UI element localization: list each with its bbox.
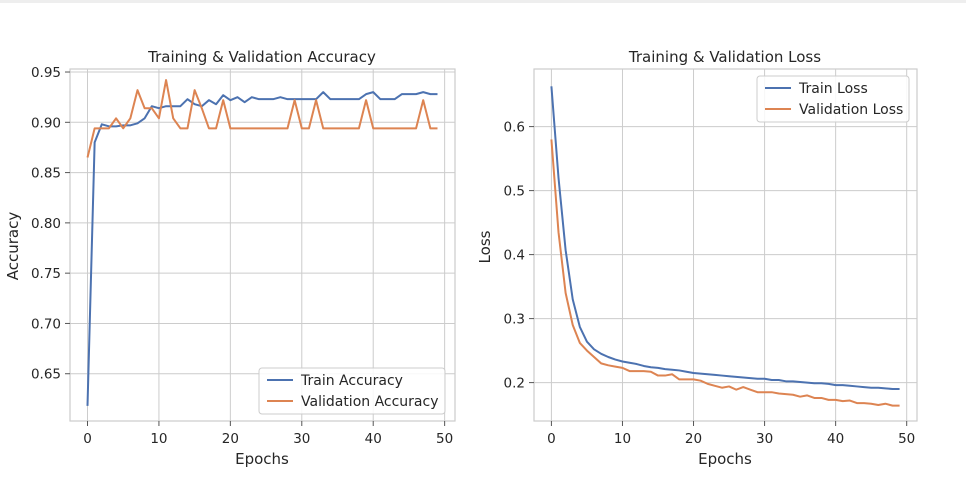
loss-x-tick-label: 0 xyxy=(547,431,556,447)
top-border xyxy=(0,0,966,3)
accuracy-series-train-accuracy xyxy=(86,91,438,406)
loss-legend-label: Train Loss xyxy=(798,81,868,97)
loss-x-tick-label: 20 xyxy=(685,431,702,447)
accuracy-y-tick-label: 0.65 xyxy=(31,367,61,383)
accuracy-chart-title: Training & Validation Accuracy xyxy=(147,48,376,66)
loss-plot-frame xyxy=(533,68,918,422)
loss-x-tick-label: 10 xyxy=(614,431,631,447)
accuracy-y-tick-label: 0.70 xyxy=(31,316,61,332)
loss-y-axis-label: Loss xyxy=(476,230,494,263)
loss-series-validation-loss xyxy=(550,139,900,407)
loss-y-tick-label: 0.2 xyxy=(504,376,525,392)
accuracy-x-tick-label: 10 xyxy=(150,431,167,447)
accuracy-x-tick-label: 20 xyxy=(222,431,239,447)
accuracy-y-axis-label: Accuracy xyxy=(4,212,22,281)
accuracy-y-tick-label: 0.75 xyxy=(31,266,61,282)
accuracy-series-validation-accuracy xyxy=(86,79,438,158)
loss-legend-label: Validation Loss xyxy=(799,102,903,118)
accuracy-x-tick-label: 0 xyxy=(83,431,92,447)
loss-legend-box xyxy=(756,75,910,123)
accuracy-y-tick-label: 0.85 xyxy=(31,166,61,182)
loss-x-tick-label: 50 xyxy=(898,431,915,447)
loss-series-train-loss xyxy=(550,86,900,390)
accuracy-plot-frame xyxy=(69,68,456,422)
loss-chart-title: Training & Validation Loss xyxy=(628,48,821,66)
loss-x-tick-label: 40 xyxy=(827,431,844,447)
accuracy-legend-box xyxy=(258,367,446,415)
loss-x-tick-label: 30 xyxy=(756,431,773,447)
accuracy-y-tick-label: 0.90 xyxy=(31,115,61,131)
loss-y-tick-label: 0.4 xyxy=(504,248,525,264)
loss-y-tick-label: 0.5 xyxy=(504,184,525,200)
accuracy-legend: Train Accuracy Validation Accuracy 0 10 20 30… xyxy=(258,68,918,447)
loss-y-tick-label: 0.3 xyxy=(504,312,525,328)
accuracy-legend-label: Validation Accuracy xyxy=(301,394,439,410)
accuracy-y-tick-label: 0.95 xyxy=(31,65,61,81)
accuracy-x-axis-label: Epochs xyxy=(235,450,289,468)
accuracy-legend-label: Train Accuracy xyxy=(300,373,403,389)
loss-chart: Training & Validation Loss Epochs Loss xyxy=(476,48,821,468)
loss-legend: Train Loss Validation Loss xyxy=(756,75,910,123)
loss-x-axis-label: Epochs xyxy=(698,450,752,468)
accuracy-x-tick-label: 40 xyxy=(365,431,382,447)
accuracy-x-tick-label: 50 xyxy=(436,431,453,447)
accuracy-chart: Training & Validation Accuracy Epochs Ac… xyxy=(4,48,918,468)
accuracy-x-tick-label: 30 xyxy=(293,431,310,447)
accuracy-y-tick-label: 0.80 xyxy=(31,216,61,232)
loss-y-tick-label: 0.6 xyxy=(504,120,525,136)
